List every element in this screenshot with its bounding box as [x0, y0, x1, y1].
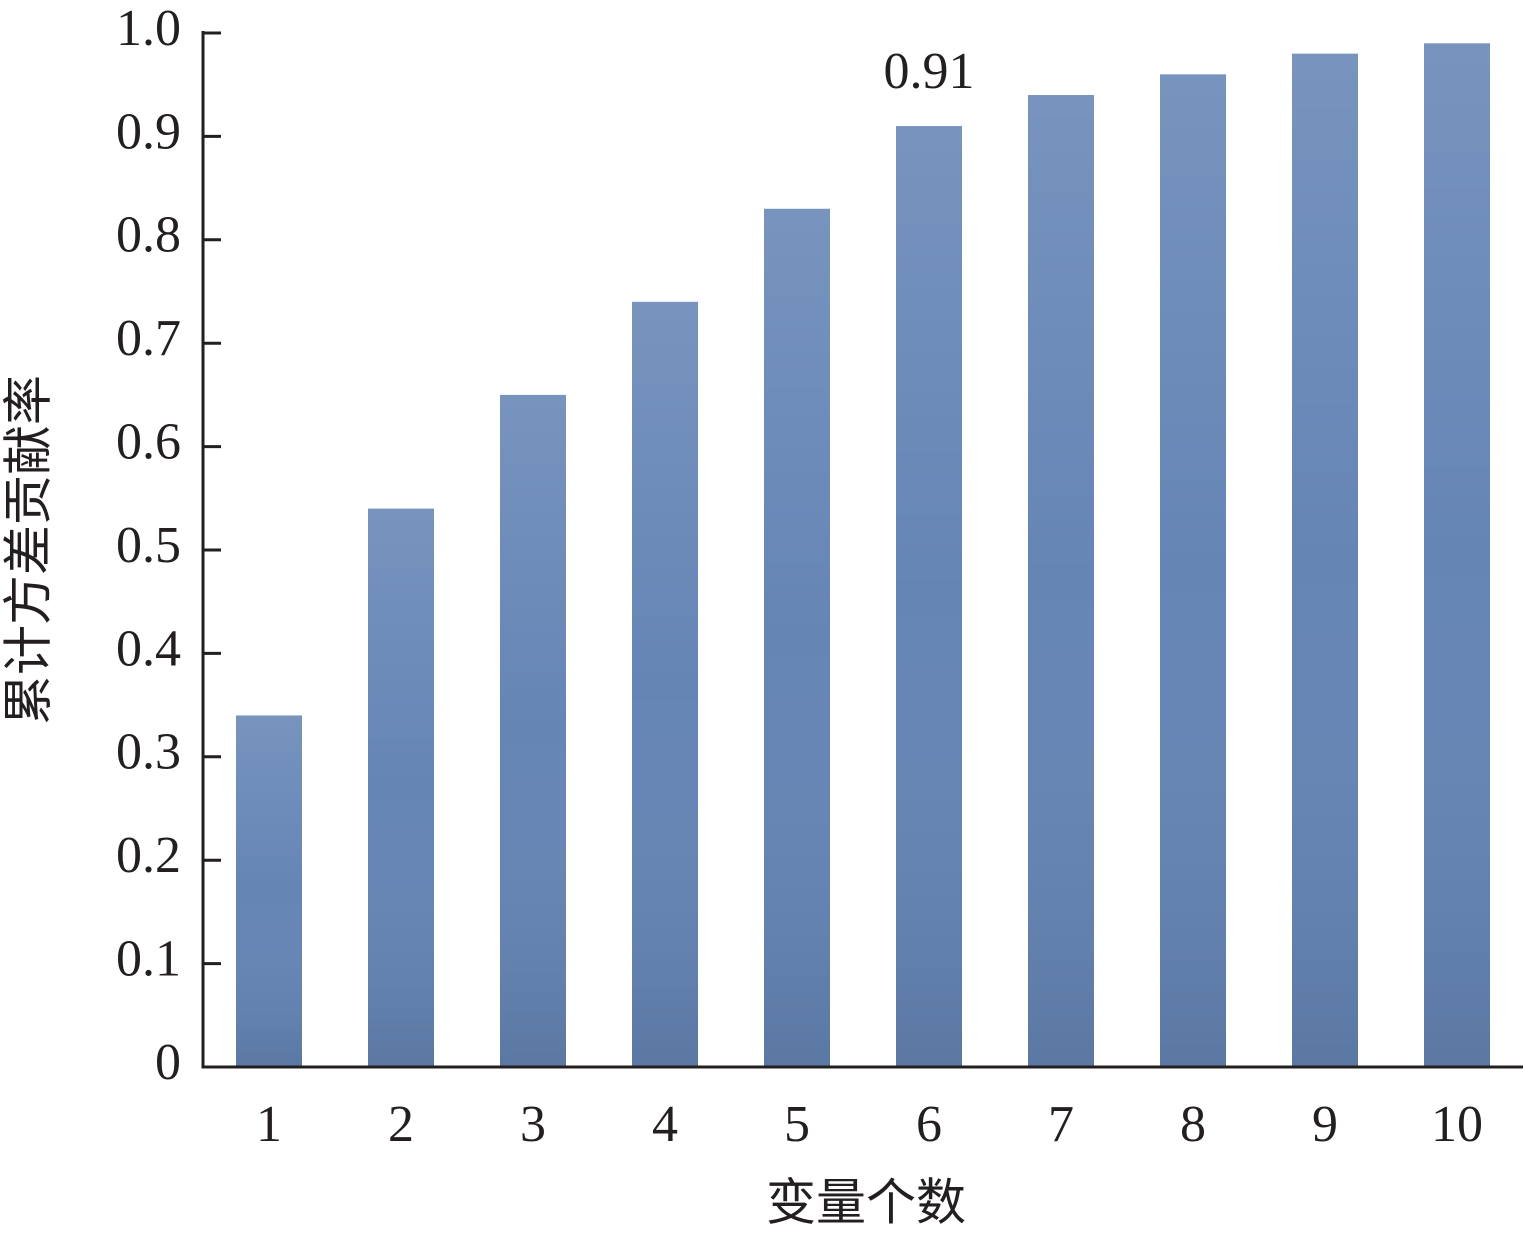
x-tick-label: 6	[916, 1096, 942, 1153]
y-tick-label: 0.8	[116, 207, 181, 264]
bar-shade	[368, 508, 434, 1067]
bar-shade	[1160, 74, 1226, 1068]
x-axis-title: 变量个数	[766, 1174, 966, 1230]
y-tick-label: 0.9	[116, 103, 181, 160]
y-tick-label: 0.6	[116, 414, 181, 471]
bar-shade	[1028, 95, 1094, 1068]
y-tick-label: 0.3	[116, 724, 181, 781]
bar-shade	[1424, 43, 1490, 1067]
bar-shade	[896, 126, 962, 1067]
x-tick-label: 2	[388, 1096, 414, 1153]
bar-shade	[764, 208, 830, 1067]
bar-shade	[632, 301, 698, 1068]
y-tick-label: 0.5	[116, 517, 181, 574]
y-tick-label: 0	[155, 1034, 181, 1091]
y-tick-label: 0.4	[116, 620, 181, 677]
x-tick-label: 8	[1180, 1096, 1206, 1153]
y-tick-label: 0.2	[116, 827, 181, 884]
y-tick-label: 0.7	[116, 310, 181, 367]
x-tick-label: 7	[1048, 1096, 1074, 1153]
y-tick-label: 1.0	[116, 0, 181, 57]
x-tick-label: 5	[784, 1096, 810, 1153]
y-tick-label: 0.1	[116, 931, 181, 988]
bar-shade	[500, 394, 566, 1067]
bar-shade	[236, 715, 302, 1067]
x-tick-label: 10	[1431, 1096, 1483, 1153]
bar-shade	[1292, 53, 1358, 1068]
data-label: 0.91	[884, 43, 975, 100]
x-tick-label: 4	[652, 1096, 678, 1153]
x-tick-label: 9	[1312, 1096, 1338, 1153]
x-tick-label: 3	[520, 1096, 546, 1153]
y-axis-title: 累计方差贡献率	[0, 375, 56, 725]
x-tick-label: 1	[256, 1096, 282, 1153]
